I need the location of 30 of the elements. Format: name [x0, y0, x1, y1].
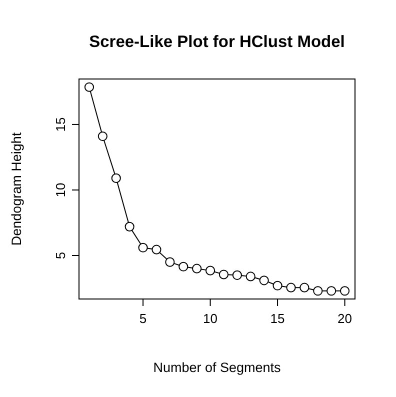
x-tick-label: 20 [338, 311, 352, 326]
point [152, 244, 162, 254]
point [138, 242, 148, 252]
point [124, 222, 134, 232]
point [246, 272, 256, 282]
y-axis-title: Dendogram Height [9, 132, 24, 246]
point [286, 282, 296, 292]
y-tick-label: 5 [53, 252, 68, 260]
point [259, 276, 269, 286]
point [313, 286, 323, 296]
x-tick-label: 5 [139, 311, 147, 326]
point [205, 266, 216, 276]
point [300, 282, 310, 292]
chart-title: Scree-Like Plot for HClust Model [89, 33, 345, 51]
point [340, 286, 350, 296]
point [272, 280, 282, 290]
point [218, 270, 229, 280]
x-axis-title: Number of Segments [153, 360, 282, 375]
point [178, 262, 188, 272]
point [326, 286, 336, 296]
point [111, 173, 121, 183]
x-tick-label: 15 [270, 311, 285, 326]
point [232, 270, 242, 280]
y-tick-label: 10 [53, 182, 68, 198]
point [84, 82, 94, 92]
point [192, 264, 202, 274]
y-tick-label: 15 [53, 117, 68, 132]
x-tick-label: 10 [203, 311, 218, 326]
point [98, 131, 108, 142]
point [165, 257, 175, 267]
